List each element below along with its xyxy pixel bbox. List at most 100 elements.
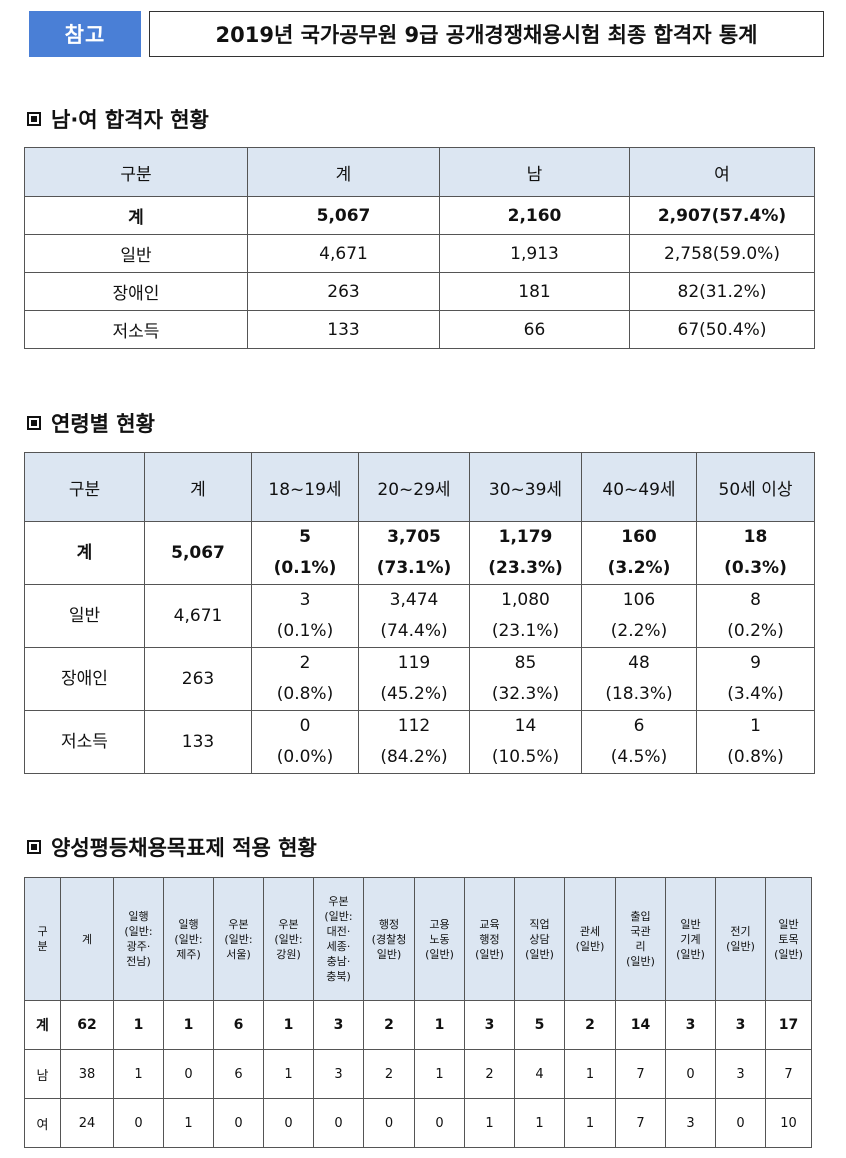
cell-line: 85 <box>514 653 537 673</box>
row-total: 4,671 <box>144 584 252 648</box>
header-line: 관세 <box>579 925 601 938</box>
table-cell: 3 <box>665 1000 716 1050</box>
table-cell: 17 <box>765 1000 812 1050</box>
table-row: 저소득 133 0 (0.0%) 112 (84.2%) 14 (10.5%) 6 (4.5%) 1… <box>24 710 815 774</box>
section1-title: 남·여 합격자 현황 <box>51 108 209 132</box>
header-line: 대전· <box>326 925 351 938</box>
cell-line: (10.5%) <box>491 747 560 767</box>
header-line: (일반) <box>626 955 655 968</box>
header-line: 기계 <box>680 932 701 946</box>
table-cell: 2 (0.8%) <box>251 647 359 711</box>
table-cell: 67(50.4%) <box>629 310 815 349</box>
table-cell: 1 <box>113 1000 164 1050</box>
square-bullet-icon <box>27 416 41 430</box>
header-line: 고용 <box>429 917 450 931</box>
table-cell: 0 <box>163 1049 214 1099</box>
table-cell: 3 <box>313 1000 364 1050</box>
header-line: (일반: <box>324 910 353 923</box>
cell-line: 1,179 <box>498 527 553 547</box>
table-cell: 7 <box>615 1098 666 1148</box>
age-table-header: 구분 계 18~19세 20~29세 30~39세 40~49세 50세 이상 <box>24 452 815 522</box>
table-cell: 저소득 <box>24 310 248 349</box>
table-cell: 62 <box>60 1000 114 1050</box>
table-cell: 0 <box>363 1098 415 1148</box>
header-line: 행정 <box>479 932 500 946</box>
header-line: 일행 <box>178 917 199 931</box>
header-line: (경찰청 <box>371 932 407 946</box>
table-cell: 82(31.2%) <box>629 272 815 311</box>
header-line: (일반) <box>475 947 504 961</box>
table-row: 장애인 263 181 82(31.2%) <box>24 272 815 311</box>
table-cell: 85 (32.3%) <box>469 647 582 711</box>
square-bullet-icon <box>27 840 41 854</box>
header-line: 노동 <box>429 932 450 946</box>
table-cell: 1,080 (23.1%) <box>469 584 582 648</box>
table-cell: 0 <box>213 1098 264 1148</box>
cell-line: (45.2%) <box>380 684 448 704</box>
table-row: 일반 4,671 3 (0.1%) 3,474 (74.4%) 1,080 (23.1%) 10… <box>24 584 815 648</box>
table-cell: 1,913 <box>439 234 630 273</box>
column-header: 전기 (일반) <box>715 877 766 1001</box>
cell-line: 3,705 <box>387 527 441 547</box>
header-line: 일반 <box>778 917 799 931</box>
cell-line: (32.3%) <box>491 684 560 704</box>
column-header: 우본 (일반: 대전· 세종· 충남· 충북) <box>313 877 364 1001</box>
table-cell: 133 <box>247 310 440 349</box>
column-header: 18~19세 <box>251 452 359 522</box>
table-row: 장애인 263 2 (0.8%) 119 (45.2%) 85 (32.3%) 48 (18.3%… <box>24 647 815 711</box>
table-cell: 여 <box>24 1098 61 1148</box>
cell-line: (0.8%) <box>276 684 334 704</box>
table-cell: 66 <box>439 310 630 349</box>
column-header: 계 <box>247 147 440 197</box>
row-label: 계 <box>24 521 145 585</box>
cell-line: 160 <box>621 527 657 547</box>
age-table: 구분 계 18~19세 20~29세 30~39세 40~49세 50세 이상 계 5,067… <box>24 452 815 774</box>
page-title: 2019년 국가공무원 9급 공개경쟁채용시험 최종 합격자 통계 <box>149 11 824 57</box>
cell-line: (23.3%) <box>488 558 563 578</box>
header-line: 충북) <box>326 970 351 983</box>
header-line: (일반: <box>174 932 203 946</box>
table-cell: 6 <box>213 1000 264 1050</box>
table-cell: 0 <box>263 1098 314 1148</box>
table-cell: 1 <box>414 1049 465 1099</box>
header-line: (일반: <box>274 932 303 946</box>
column-header: 계 <box>60 877 114 1001</box>
header-line: 우본 <box>228 917 249 931</box>
column-header: 30~39세 <box>469 452 582 522</box>
cell-line: (2.2%) <box>610 621 668 641</box>
cell-line: (0.2%) <box>727 621 784 641</box>
table-cell: 10 <box>765 1098 812 1148</box>
cell-line: (0.3%) <box>724 558 787 578</box>
column-header: 관세 (일반) <box>564 877 616 1001</box>
column-header: 구분 <box>24 452 145 522</box>
cell-line: 3,474 <box>389 590 439 610</box>
table-cell: 2,758(59.0%) <box>629 234 815 273</box>
table-cell: 0 <box>414 1098 465 1148</box>
cell-line: 1 <box>750 716 761 736</box>
header-line: 리 <box>635 940 646 953</box>
column-header: 일반 토목 (일반) <box>765 877 812 1001</box>
table-row: 남 38 1 0 6 1 3 2 1 2 4 1 7 0 3 7 <box>24 1049 812 1099</box>
table-row: 여 24 0 1 0 0 0 0 0 1 1 1 7 3 0 10 <box>24 1098 812 1148</box>
table-cell: 2 <box>464 1049 515 1099</box>
header-line: 분 <box>37 940 48 953</box>
section1-heading: 남·여 합격자 현황 <box>27 104 209 134</box>
column-header: 20~29세 <box>358 452 470 522</box>
gender-table-header: 구분 계 남 여 <box>24 147 815 197</box>
table-cell: 1 <box>414 1000 465 1050</box>
column-header: 구분 <box>24 147 248 197</box>
table-cell: 3 <box>464 1000 515 1050</box>
cell-line: 119 <box>397 653 431 673</box>
gender-table-body: 계 5,067 2,160 2,907(57.4%) 일반 4,671 1,913 2,758… <box>24 196 815 349</box>
table-cell: 0 <box>113 1098 164 1148</box>
cell-line: 14 <box>514 716 537 736</box>
table-cell: 181 <box>439 272 630 311</box>
table-cell: 5 (0.1%) <box>251 521 359 585</box>
row-label: 장애인 <box>24 647 145 711</box>
gender-equality-table: 구 분 계 일행 (일반: 광주· 전남) 일행 (일반: 제주) 우본 (일반: 서울) 우본 (일반: 강… <box>24 877 812 1148</box>
table-cell: 106 (2.2%) <box>581 584 697 648</box>
header-line: 일반) <box>376 947 402 961</box>
header-line: 일반 <box>680 917 701 931</box>
header-line: 강원) <box>276 947 301 961</box>
